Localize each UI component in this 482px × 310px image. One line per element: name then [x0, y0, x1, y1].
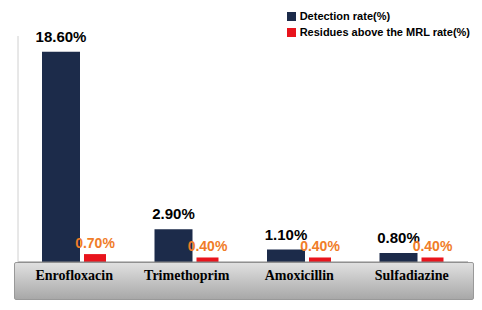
svg-text:Sulfadiazine: Sulfadiazine: [375, 268, 449, 283]
svg-text:0.40%: 0.40%: [188, 238, 228, 254]
svg-text:Enrofloxacin: Enrofloxacin: [35, 268, 113, 283]
svg-text:0.70%: 0.70%: [75, 235, 115, 251]
svg-text:0.40%: 0.40%: [413, 238, 453, 254]
svg-text:1.10%: 1.10%: [264, 225, 308, 243]
html-text:Residues above the MRL rate(%): Residues above the MRL rate(%): [299, 26, 470, 38]
svg-text:0.80%: 0.80%: [377, 229, 420, 246]
svg-text:2.90%: 2.90%: [152, 205, 195, 222]
svg-text:Amoxicillin: Amoxicillin: [265, 268, 334, 283]
svg-text:18.60%: 18.60%: [36, 28, 87, 45]
svg-text:Trimethoprim: Trimethoprim: [144, 268, 230, 283]
html-text:Detection rate(%): Detection rate(%): [299, 10, 391, 22]
svg-text:0.40%: 0.40%: [300, 238, 340, 254]
